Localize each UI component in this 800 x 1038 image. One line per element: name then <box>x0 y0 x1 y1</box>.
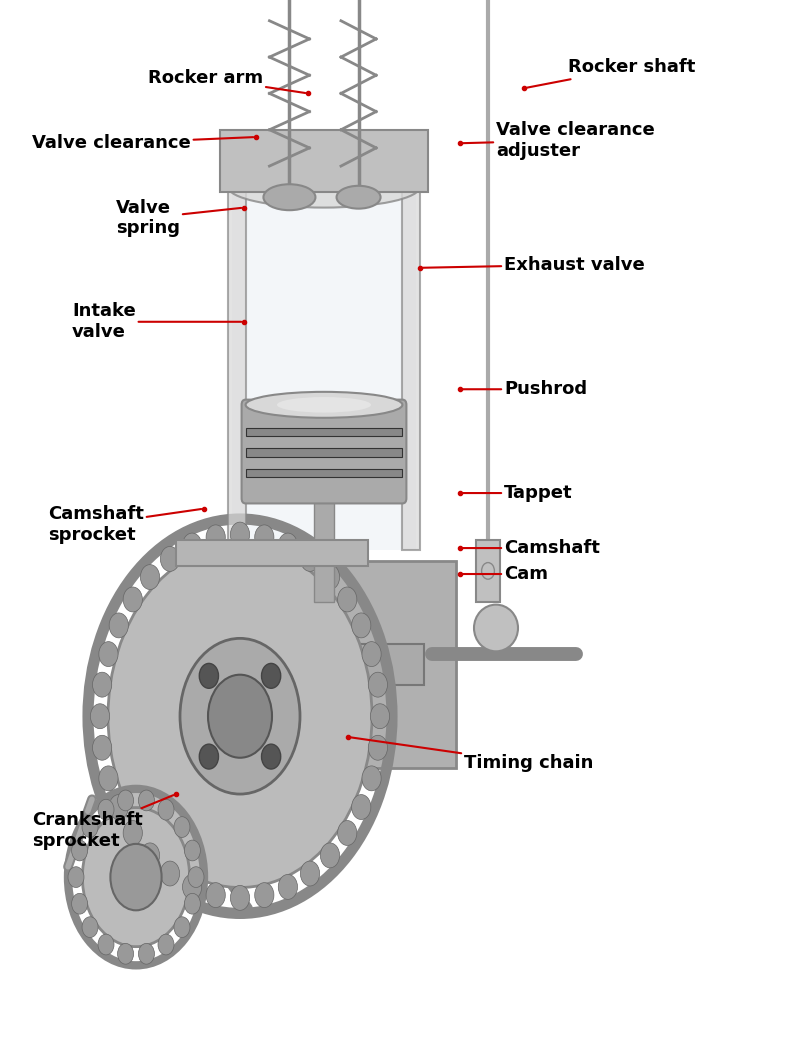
Text: Valve clearance
adjuster: Valve clearance adjuster <box>462 120 654 160</box>
Bar <box>402 187 420 550</box>
Ellipse shape <box>277 398 371 413</box>
Circle shape <box>278 534 298 558</box>
Circle shape <box>141 843 160 868</box>
Circle shape <box>230 522 250 547</box>
Bar <box>246 469 402 477</box>
Circle shape <box>118 790 134 811</box>
Circle shape <box>301 546 320 571</box>
Circle shape <box>262 744 281 769</box>
Circle shape <box>352 612 371 637</box>
Circle shape <box>158 799 174 820</box>
Circle shape <box>362 641 381 666</box>
Circle shape <box>352 795 371 820</box>
Circle shape <box>158 934 174 955</box>
Bar <box>232 187 416 550</box>
FancyBboxPatch shape <box>242 400 406 503</box>
Circle shape <box>123 820 142 845</box>
Circle shape <box>254 525 274 550</box>
Circle shape <box>301 862 320 886</box>
Bar <box>220 130 428 192</box>
Circle shape <box>208 675 272 758</box>
Circle shape <box>368 735 387 760</box>
Circle shape <box>98 799 114 820</box>
Circle shape <box>82 808 190 947</box>
Circle shape <box>278 874 298 899</box>
Bar <box>246 448 402 457</box>
Text: Timing chain: Timing chain <box>350 737 594 772</box>
Ellipse shape <box>263 185 315 210</box>
Circle shape <box>93 735 112 760</box>
Ellipse shape <box>474 604 518 652</box>
Ellipse shape <box>246 392 402 418</box>
Circle shape <box>93 673 112 698</box>
Text: Camshaft
sprocket: Camshaft sprocket <box>48 504 202 544</box>
Circle shape <box>230 885 250 910</box>
Text: Intake
valve: Intake valve <box>72 302 242 342</box>
Circle shape <box>184 840 200 861</box>
Text: Cam: Cam <box>462 565 548 583</box>
Circle shape <box>184 894 200 914</box>
Circle shape <box>180 638 300 794</box>
Circle shape <box>188 867 204 887</box>
Ellipse shape <box>337 186 381 209</box>
Circle shape <box>174 917 190 937</box>
Text: Exhaust valve: Exhaust valve <box>422 255 645 274</box>
Circle shape <box>206 525 226 550</box>
Circle shape <box>262 663 281 688</box>
Circle shape <box>138 790 154 811</box>
Bar <box>176 540 368 566</box>
Circle shape <box>82 917 98 937</box>
Circle shape <box>199 663 218 688</box>
Circle shape <box>108 545 372 887</box>
Ellipse shape <box>228 166 420 208</box>
Bar <box>176 561 456 768</box>
Circle shape <box>72 894 88 914</box>
Text: Crankshaft
sprocket: Crankshaft sprocket <box>32 795 174 850</box>
Circle shape <box>109 795 128 820</box>
Text: Tappet: Tappet <box>462 484 573 502</box>
Circle shape <box>82 817 98 838</box>
Circle shape <box>72 840 88 861</box>
Circle shape <box>368 673 387 698</box>
Bar <box>246 428 402 436</box>
Circle shape <box>206 882 226 907</box>
Circle shape <box>123 588 142 612</box>
Circle shape <box>98 934 114 955</box>
Circle shape <box>320 843 339 868</box>
Circle shape <box>338 588 357 612</box>
Text: Valve clearance: Valve clearance <box>32 134 254 153</box>
Bar <box>314 498 334 602</box>
Circle shape <box>182 874 202 899</box>
Text: Rocker shaft: Rocker shaft <box>526 58 695 87</box>
Circle shape <box>68 867 84 887</box>
Text: Rocker arm: Rocker arm <box>148 69 306 93</box>
Circle shape <box>254 882 274 907</box>
Circle shape <box>118 944 134 964</box>
Circle shape <box>370 704 390 729</box>
Circle shape <box>90 704 110 729</box>
Bar <box>228 187 246 550</box>
Circle shape <box>338 820 357 845</box>
Circle shape <box>138 944 154 964</box>
Circle shape <box>174 817 190 838</box>
Circle shape <box>182 534 202 558</box>
Circle shape <box>199 744 218 769</box>
Circle shape <box>141 565 160 590</box>
Circle shape <box>160 862 179 886</box>
Circle shape <box>482 563 494 579</box>
Circle shape <box>109 612 128 637</box>
Circle shape <box>110 844 162 910</box>
Circle shape <box>99 766 118 791</box>
Text: Valve
spring: Valve spring <box>116 198 242 238</box>
Text: Pushrod: Pushrod <box>462 380 587 399</box>
Circle shape <box>362 766 381 791</box>
Circle shape <box>320 565 339 590</box>
Circle shape <box>161 546 180 571</box>
Bar <box>476 540 500 602</box>
Bar <box>200 644 424 685</box>
Circle shape <box>99 641 118 666</box>
Text: Camshaft: Camshaft <box>462 539 600 557</box>
